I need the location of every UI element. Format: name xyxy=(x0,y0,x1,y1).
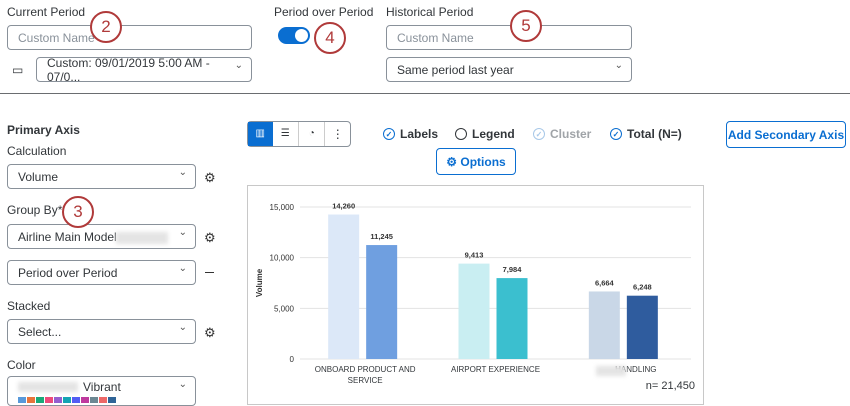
checkbox-label: Total (N=) xyxy=(627,127,682,141)
value: Airline Main Model xyxy=(18,229,117,244)
gear-icon[interactable]: ⚙ xyxy=(204,325,216,340)
add-axis-button[interactable]: Add Secondary Axis xyxy=(726,121,846,148)
date-dropdown[interactable]: Custom: 09/01/2019 5:00 AM - 07/0... xyxy=(36,57,252,82)
chart-type-toolbar: ▥ ☰ ◔ ⋮ xyxy=(247,121,351,147)
check-icon xyxy=(455,128,467,140)
label: Color xyxy=(7,358,36,372)
dropdown[interactable]: Airline Main Model xyxy=(7,224,196,249)
checkbox[interactable]: ✓ Total (N=) xyxy=(610,127,682,141)
section-title: Primary Axis xyxy=(7,123,80,137)
dropdown[interactable]: Volume xyxy=(7,164,196,189)
redaction xyxy=(18,382,78,392)
redaction xyxy=(116,232,168,244)
check-icon: ✓ xyxy=(533,128,545,140)
dropdown[interactable]: Period over Period xyxy=(7,260,196,285)
other-chart-button[interactable]: ◔ xyxy=(299,122,326,146)
bar xyxy=(496,278,528,359)
dash xyxy=(205,272,214,273)
label: Current Period xyxy=(7,5,86,19)
y-axis-label: Volume xyxy=(255,268,264,297)
x-tick-label: HANDLING xyxy=(615,365,657,374)
text-input[interactable]: Custom Name xyxy=(386,25,632,50)
value-label: 6,248 xyxy=(633,283,652,292)
label: Group By* xyxy=(7,203,63,217)
value-label: 9,413 xyxy=(465,251,484,260)
bar xyxy=(458,263,490,359)
more-button[interactable]: ⋮ xyxy=(331,127,344,141)
color-dropdown[interactable]: Vibrant xyxy=(7,376,196,406)
checkbox-label: Labels xyxy=(400,127,439,141)
chart: Volume 0 5,000 10,000 15,000 14,260 11,245 9,41… xyxy=(255,201,691,364)
value: Vibrant xyxy=(83,380,121,394)
options-button[interactable]: ⚙ Options xyxy=(436,148,516,175)
callout: 5 xyxy=(510,10,542,42)
calendar-icon[interactable]: ▭ xyxy=(12,63,24,77)
checkbox[interactable]: Legend xyxy=(455,127,515,141)
label: Historical Period xyxy=(386,5,474,19)
y-tick-label: 0 xyxy=(290,355,295,364)
checkbox-label: Cluster xyxy=(550,127,592,141)
label: Stacked xyxy=(7,299,51,313)
value-label: 6,664 xyxy=(595,278,615,287)
y-tick-label: 15,000 xyxy=(270,203,295,212)
chart-frame: Volume 0 5,000 10,000 15,000 14,260 11,245 9,41… xyxy=(247,185,704,405)
bar-chart-button[interactable]: ▥ xyxy=(248,122,273,146)
callout: 4 xyxy=(314,22,346,54)
toggle[interactable] xyxy=(278,27,310,44)
callout: 3 xyxy=(62,196,94,228)
value-label: 14,260 xyxy=(332,201,355,210)
horizontal-bar-button[interactable]: ☰ xyxy=(273,122,299,146)
gear-icon[interactable]: ⚙ xyxy=(204,230,216,245)
checkbox-label: Legend xyxy=(472,127,515,141)
dropdown[interactable]: Select... xyxy=(7,319,196,344)
swatches xyxy=(18,397,116,403)
callout: 2 xyxy=(90,11,122,43)
x-tick-label: AIRPORT EXPERIENCE xyxy=(450,365,541,374)
bar xyxy=(366,245,398,359)
text-input[interactable]: Custom Name xyxy=(7,25,252,50)
redaction xyxy=(596,366,626,376)
bar xyxy=(328,214,360,359)
value-label: 11,245 xyxy=(370,232,393,241)
bar xyxy=(626,295,658,359)
checkbox[interactable]: ✓ Cluster xyxy=(533,127,591,141)
label: Calculation xyxy=(7,144,67,158)
divider xyxy=(0,93,850,94)
value-label: 7,984 xyxy=(503,265,523,274)
dropdown[interactable]: Same period last year xyxy=(386,57,632,82)
checkbox[interactable]: ✓ Labels xyxy=(383,127,438,141)
y-tick-label: 10,000 xyxy=(270,254,295,263)
check-icon: ✓ xyxy=(610,128,622,140)
label: Period over Period xyxy=(274,5,374,19)
y-tick-label: 5,000 xyxy=(274,304,295,313)
total: n= 21,450 xyxy=(645,380,695,392)
button-label: Options xyxy=(460,154,506,169)
check-icon: ✓ xyxy=(383,128,395,140)
x-tick-label: ONBOARD PRODUCT AND SERVICE xyxy=(314,365,416,385)
gear-icon[interactable]: ⚙ xyxy=(204,170,216,185)
bar xyxy=(588,291,620,359)
